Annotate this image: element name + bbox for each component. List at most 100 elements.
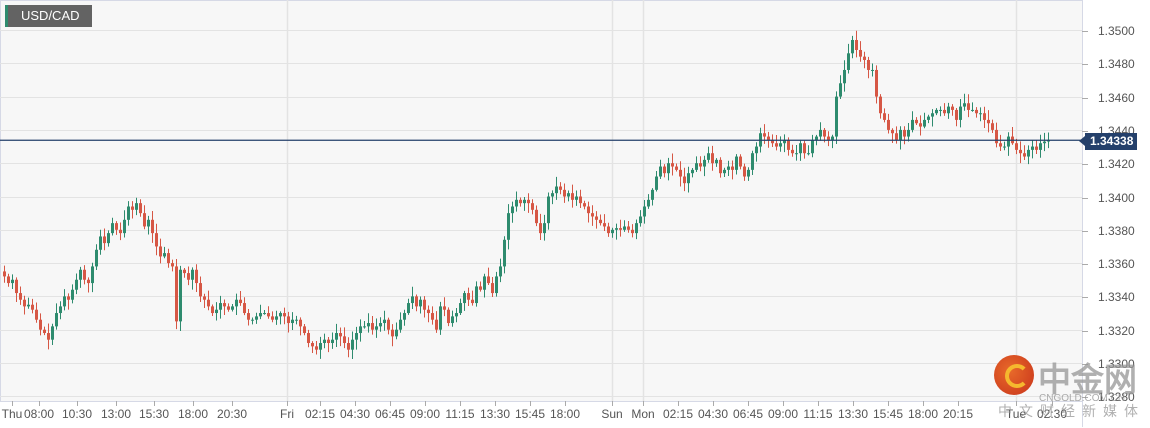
- candle-body: [363, 326, 366, 328]
- candle-body: [1015, 143, 1018, 150]
- candle-body: [43, 329, 46, 334]
- candle-body: [999, 143, 1002, 147]
- candle-body: [119, 229, 122, 234]
- candle-body: [147, 219, 150, 227]
- time-tick: [888, 401, 889, 406]
- candle-body: [963, 103, 966, 107]
- candle-body: [779, 143, 782, 147]
- time-tick: [713, 401, 714, 406]
- candle-body: [899, 129, 902, 140]
- candle-body: [855, 39, 858, 50]
- candle-body: [439, 306, 442, 330]
- candle-body: [835, 96, 838, 137]
- candle-body: [323, 339, 326, 344]
- time-tick: [495, 401, 496, 406]
- price-tick: [1082, 163, 1088, 165]
- candle-body: [275, 316, 278, 320]
- candle-body: [171, 263, 174, 267]
- candle-body: [31, 304, 34, 310]
- candle-body: [335, 333, 338, 340]
- candle-body: [47, 333, 50, 340]
- price-tick: [1082, 396, 1088, 398]
- candle-body: [255, 316, 258, 320]
- candle-body: [595, 216, 598, 220]
- candle-body: [751, 153, 754, 170]
- time-tick-label: 02:15: [304, 407, 336, 421]
- candle-body: [155, 233, 158, 247]
- candle-body: [39, 319, 42, 330]
- candle-body: [343, 336, 346, 344]
- candle-body: [671, 163, 674, 167]
- chart-plot-area[interactable]: [0, 0, 1082, 401]
- time-tick-label: 18:00: [549, 407, 581, 421]
- time-tick: [154, 401, 155, 406]
- candle-body: [355, 333, 358, 340]
- candle-body: [183, 269, 186, 274]
- candle-body: [111, 223, 114, 234]
- candle-body: [883, 113, 886, 120]
- price-tick: [1082, 30, 1088, 32]
- price-axis[interactable]: [1082, 0, 1150, 427]
- price-tick-label: 1.3400: [1098, 190, 1135, 205]
- candle-body: [635, 223, 638, 234]
- candle-body: [407, 303, 410, 314]
- time-tick-label: 13:30: [837, 407, 869, 421]
- candle-body: [199, 283, 202, 297]
- candle-body: [823, 129, 826, 137]
- candle-body: [799, 143, 802, 154]
- time-tick-label: 11:15: [445, 407, 475, 421]
- candle-body: [107, 233, 110, 244]
- price-tick: [1082, 330, 1088, 332]
- candle-body: [195, 269, 198, 284]
- candle-body: [767, 136, 770, 140]
- time-tick: [958, 401, 959, 406]
- candle-body: [427, 309, 430, 314]
- candle-body: [863, 56, 866, 60]
- time-axis[interactable]: [0, 401, 1082, 428]
- candle-body: [783, 139, 786, 144]
- price-tick: [1082, 363, 1088, 365]
- candle-body: [563, 189, 566, 197]
- candle-body: [959, 106, 962, 120]
- time-tick-label: 15:30: [138, 407, 170, 421]
- price-tick-label: 1.3320: [1098, 323, 1135, 338]
- candle-body: [607, 226, 610, 234]
- time-tick: [77, 401, 78, 406]
- candle-body: [987, 119, 990, 124]
- candle-body: [995, 129, 998, 144]
- candle-body: [67, 296, 70, 300]
- candle-body: [135, 203, 138, 210]
- candle-body: [143, 213, 146, 227]
- candle-body: [179, 269, 182, 322]
- time-tick: [612, 401, 613, 406]
- time-tick: [232, 401, 233, 406]
- candle-body: [715, 159, 718, 164]
- candle-body: [547, 196, 550, 224]
- current-price-tag: 1.34338: [1078, 133, 1138, 150]
- candle-body: [167, 253, 170, 264]
- candle-body: [519, 199, 522, 204]
- time-tick-label: 11:15: [803, 407, 833, 421]
- price-tick-label: 1.3280: [1098, 389, 1135, 404]
- time-tick: [678, 401, 679, 406]
- candle-body: [739, 156, 742, 167]
- time-tick-label: 18:00: [177, 407, 209, 421]
- price-tick-label: 1.3340: [1098, 289, 1135, 304]
- candle-body: [843, 69, 846, 84]
- candle-body: [551, 193, 554, 197]
- candle-body: [839, 83, 842, 97]
- candle-body: [79, 269, 82, 280]
- candle-body: [911, 119, 914, 130]
- candle-body: [123, 219, 126, 234]
- price-tick-label: 1.3460: [1098, 90, 1135, 105]
- candle-body: [695, 163, 698, 170]
- time-tick: [460, 401, 461, 406]
- candle-body: [819, 129, 822, 137]
- candle-body: [187, 273, 190, 280]
- price-tick: [1082, 130, 1088, 132]
- price-tick-label: 1.3300: [1098, 356, 1135, 371]
- candle-body: [311, 343, 314, 347]
- candle-body: [531, 203, 534, 210]
- candle-body: [71, 289, 74, 300]
- candle-body: [327, 339, 330, 344]
